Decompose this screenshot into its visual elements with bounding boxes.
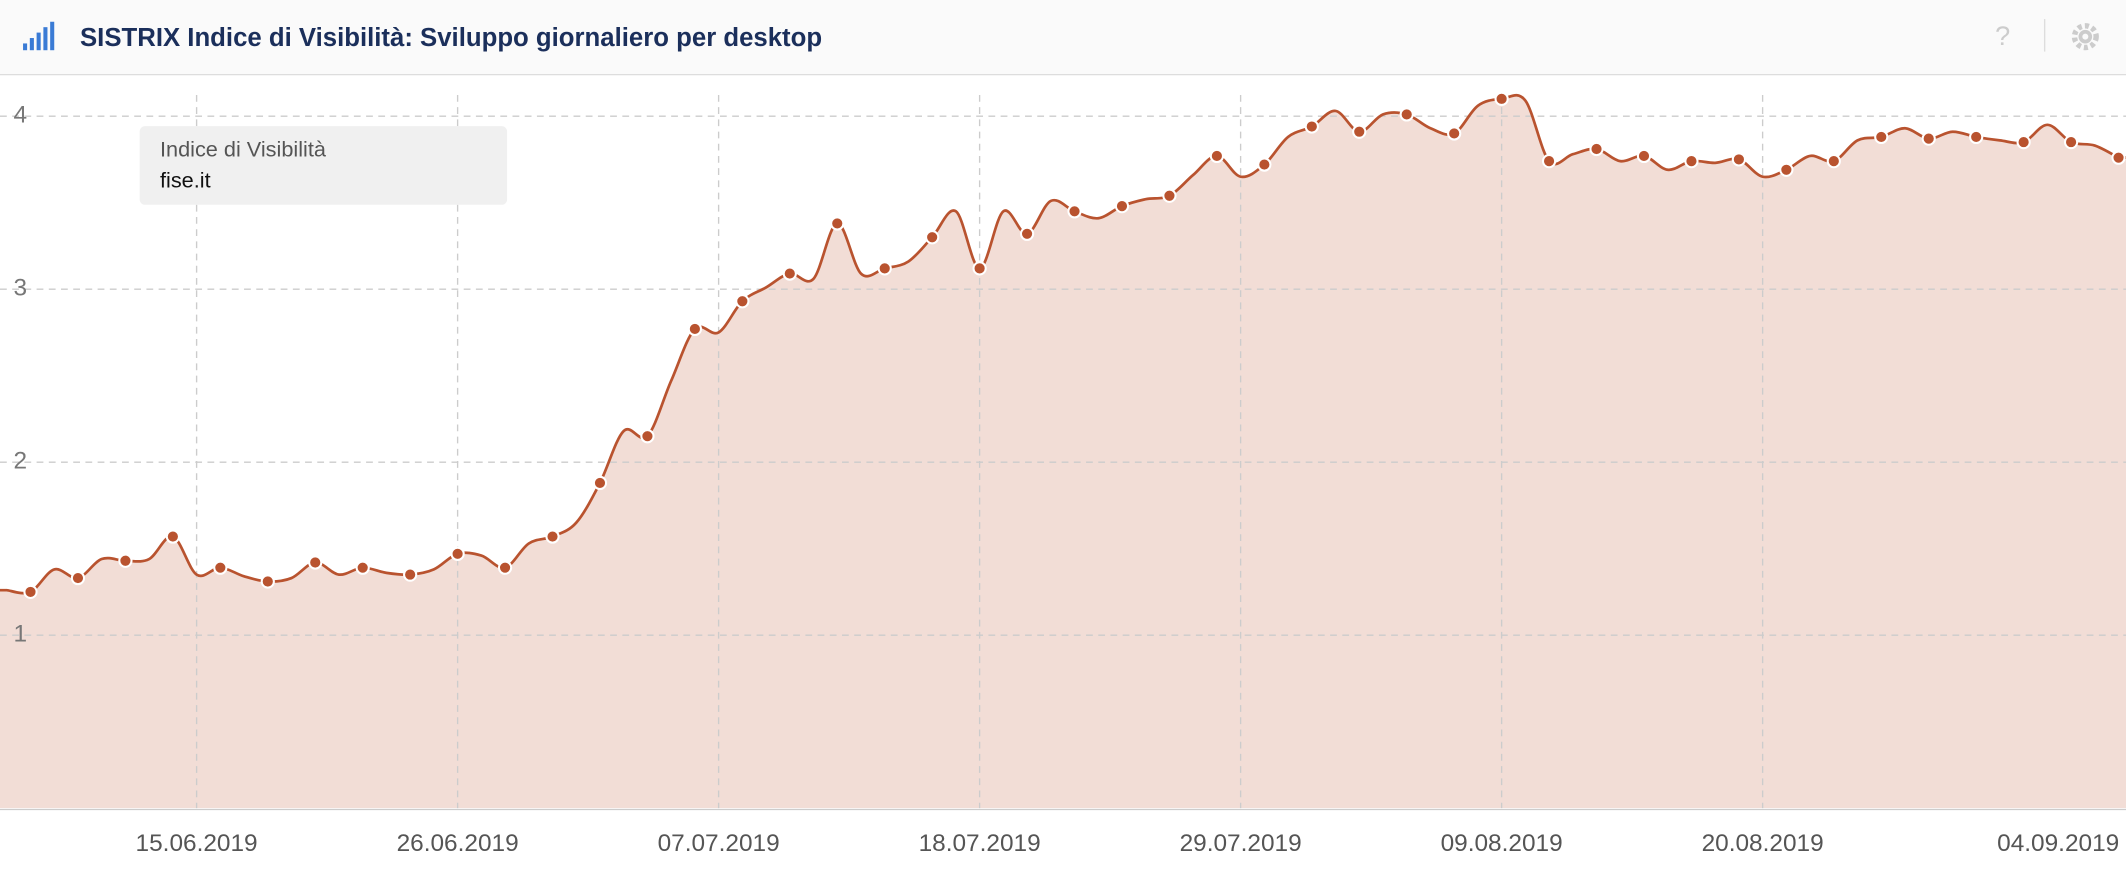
- help-button[interactable]: ?: [1995, 20, 2010, 51]
- data-point: [1921, 131, 1936, 146]
- data-point: [925, 230, 940, 245]
- data-point: [1114, 198, 1130, 214]
- data-point: [118, 553, 133, 568]
- header-title: SISTRIX Indice di Visibilità: Sviluppo g…: [80, 24, 822, 52]
- data-point: [450, 546, 465, 561]
- data-point: [70, 570, 86, 586]
- data-point: [545, 529, 560, 544]
- data-point: [782, 266, 797, 281]
- data-point: [2016, 134, 2031, 150]
- area-fill: [0, 95, 2126, 809]
- legend-entry: fise.it: [160, 167, 211, 192]
- x-tick-label: 18.07.2019: [919, 830, 1041, 857]
- data-point: [1969, 129, 1984, 145]
- logo-icon: [23, 21, 55, 51]
- data-point: [2063, 134, 2079, 150]
- x-tick-label: 07.07.2019: [658, 830, 780, 857]
- data-point: [23, 584, 38, 600]
- data-point: [1541, 154, 1557, 169]
- data-point: [1352, 124, 1367, 139]
- data-point: [1684, 154, 1699, 169]
- data-point: [308, 555, 323, 570]
- data-point: [735, 294, 750, 309]
- y-tick-label: 4: [14, 102, 28, 129]
- data-point: [1779, 162, 1794, 177]
- data-point: [1304, 119, 1319, 134]
- data-point: [1826, 154, 1841, 169]
- y-tick-label: 1: [14, 621, 28, 648]
- legend-box: [139, 126, 508, 205]
- data-point: [260, 574, 275, 589]
- data-point: [1589, 141, 1604, 157]
- data-point: [592, 475, 608, 491]
- plot-area: 1 2 3 4 15.06.2019 26.06.2019 07.07.2019 18.07.…: [0, 91, 2126, 857]
- data-point: [1874, 129, 1889, 145]
- data-point: [1636, 148, 1652, 164]
- header-bar: [0, 0, 2126, 75]
- data-point: [1162, 188, 1177, 203]
- data-point: [877, 261, 892, 276]
- data-point: [213, 560, 228, 575]
- x-tick-label: 15.06.2019: [136, 830, 258, 857]
- data-point: [687, 321, 703, 337]
- data-point: [1019, 226, 1035, 241]
- x-tick-label: 29.07.2019: [1180, 830, 1302, 857]
- data-point: [1447, 126, 1462, 141]
- legend: Indice di Visibilità fise.it: [139, 126, 508, 205]
- x-tick-label: 26.06.2019: [397, 830, 519, 857]
- data-point: [403, 567, 418, 582]
- settings-button[interactable]: [2071, 23, 2099, 51]
- data-point: [355, 560, 370, 575]
- x-tick-label: 20.08.2019: [1702, 830, 1824, 857]
- data-point: [2111, 150, 2126, 165]
- data-point: [1399, 107, 1414, 122]
- data-point: [1731, 152, 1747, 167]
- data-point: [1494, 91, 1509, 106]
- data-point: [1067, 204, 1082, 219]
- data-point: [972, 261, 987, 276]
- data-point: [1209, 148, 1225, 164]
- x-tick-label: 04.09.2019: [1997, 830, 2119, 857]
- data-point: [1257, 157, 1272, 172]
- data-point: [497, 560, 513, 575]
- x-tick-label: 09.08.2019: [1441, 830, 1563, 857]
- data-point: [640, 429, 655, 444]
- y-tick-label: 2: [14, 448, 28, 475]
- y-tick-label: 3: [14, 275, 28, 302]
- legend-title: Indice di Visibilità: [160, 136, 327, 161]
- data-point: [165, 529, 180, 544]
- data-point: [830, 216, 845, 231]
